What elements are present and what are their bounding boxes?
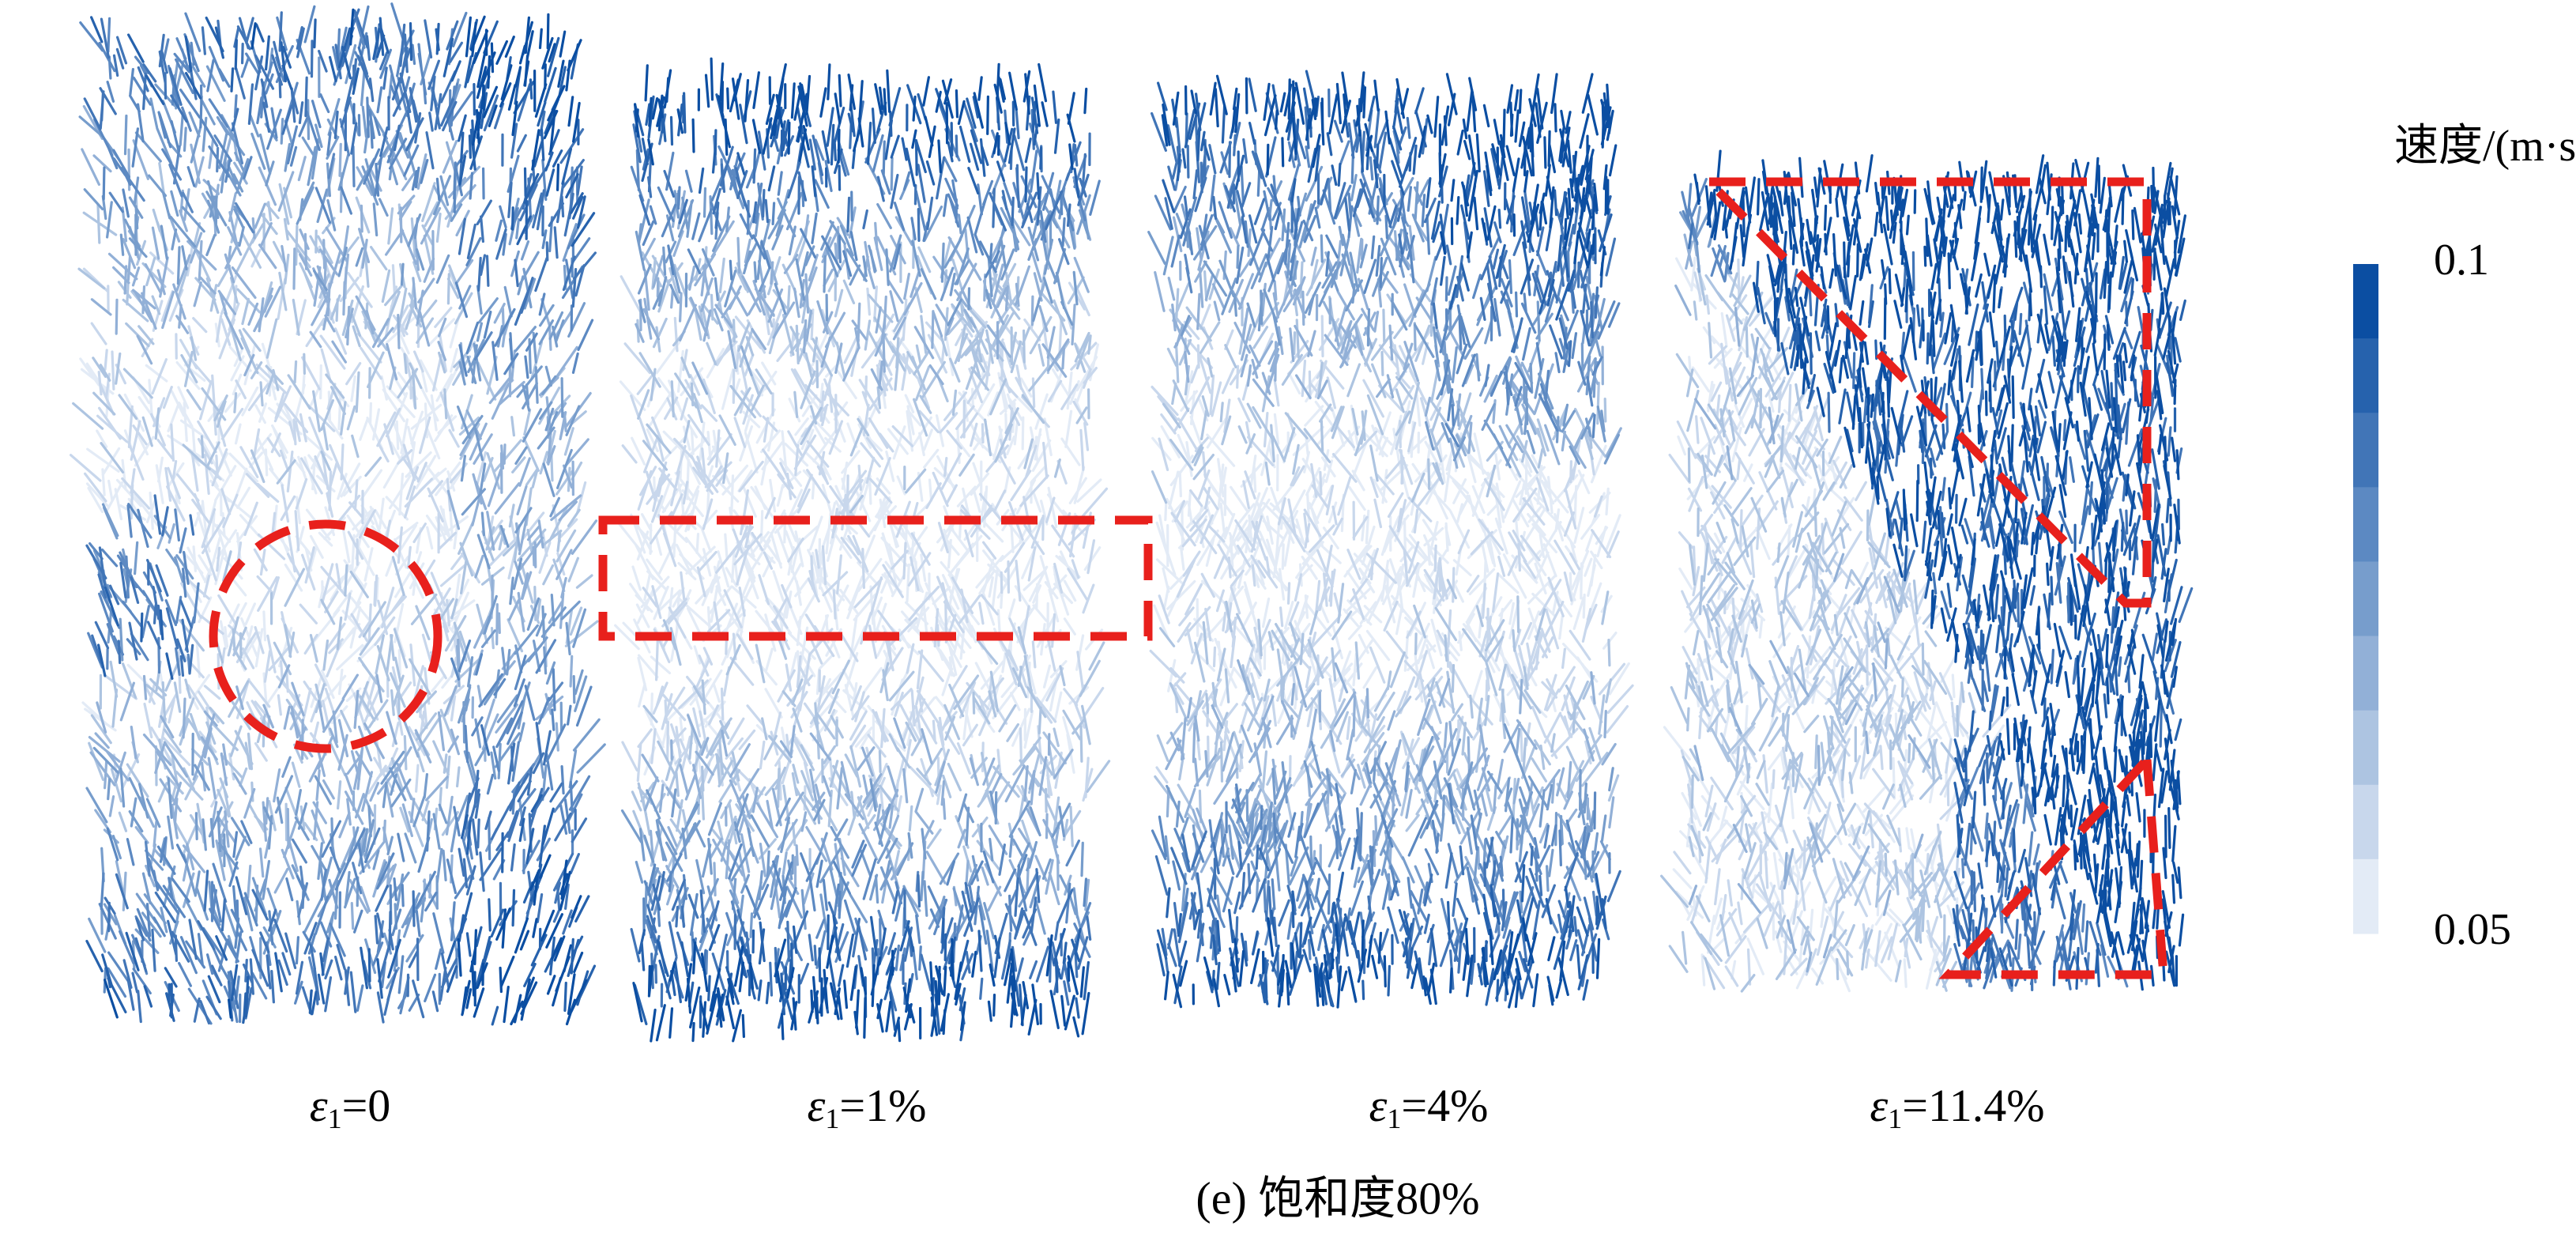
panel-labels: ε1=0 ε1=1% ε1=4% ε1=11.4% [310,1080,2045,1134]
vector-arrows [635,190,1092,919]
vector-arrows [1154,208,1622,885]
label-subscript: 1 [1888,1103,1902,1134]
vector-arrows [620,275,1109,821]
colorbar-step [2353,561,2378,637]
colorbar-title: 速度/(m·s⁻¹) [2394,122,2576,171]
colorbar-step [2353,338,2378,413]
colorbar-step [2353,710,2378,786]
vector-arrows [1674,233,1972,973]
label-subscript: 1 [825,1103,839,1134]
caption: (e) 饱和度80% [1196,1172,1479,1224]
label-value: =4% [1401,1080,1488,1131]
colorbar-step [2353,413,2378,488]
label-symbol: ε [808,1080,826,1131]
vector-arrows [1668,258,2012,990]
panel-label: ε1=0 [310,1080,391,1134]
vector-arrows [1161,71,1618,1009]
colorbar-tick-label: 0.1 [2434,236,2489,285]
colorbar-tick-label: 0.05 [2434,905,2511,954]
label-subscript: 1 [328,1103,342,1134]
vector-arrows [79,312,476,732]
vector-arrows [72,162,599,857]
panel-label: ε1=1% [808,1080,927,1134]
highlight-lower [1938,756,2168,979]
label-symbol: ε [310,1080,328,1131]
vector-arrows [83,8,597,1025]
vector-fields [70,2,2194,1043]
vector-arrows [1151,255,1620,841]
vector-arrows [85,16,597,1026]
vector-arrows [632,57,1090,1043]
vector-arrows [104,8,588,1026]
colorbar-step [2353,487,2378,562]
panel-label: ε1=4% [1369,1080,1489,1134]
highlight-rect [598,515,1153,641]
label-symbol: ε [1369,1080,1388,1131]
colorbar-step [2353,636,2378,711]
label-value: =1% [839,1080,926,1131]
highlight-upper [1706,177,2152,608]
label-value: =0 [342,1080,391,1131]
colorbar: 0.1 0.05 [2353,236,2511,954]
colorbar-step [2353,858,2378,934]
colorbar-step [2353,784,2378,860]
colorbar-step [2353,264,2378,339]
label-value: =11.4% [1902,1080,2044,1131]
panel-label: ε1=11.4% [1870,1080,2044,1134]
highlight-circle [209,519,443,753]
vector-arrows [78,43,606,990]
label-subscript: 1 [1387,1103,1401,1134]
label-symbol: ε [1870,1080,1888,1131]
vector-arrows [1151,88,1621,1002]
